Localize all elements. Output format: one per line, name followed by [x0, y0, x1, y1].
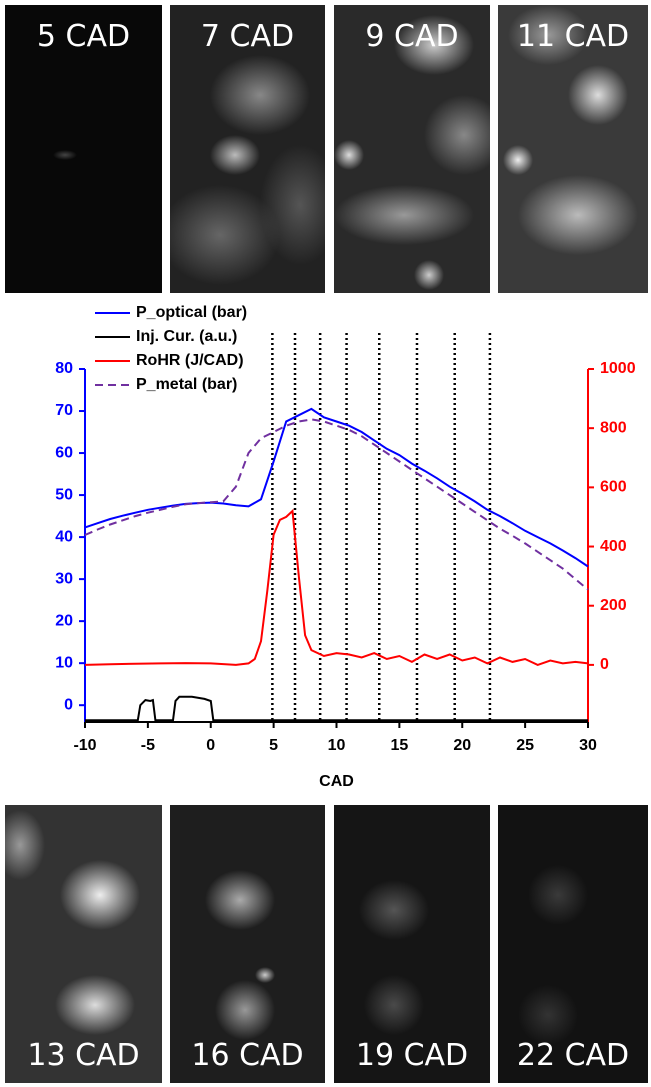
y-tick-label: 70 [55, 402, 73, 419]
image-panel: 5 CAD [5, 5, 162, 293]
series-line [84, 508, 589, 666]
x-tick-label: 10 [328, 737, 346, 754]
image-panel: 9 CAD [334, 5, 490, 293]
legend-label: P_metal (bar) [136, 376, 237, 393]
x-tick-label: 15 [390, 737, 408, 754]
image-panel: 13 CAD [5, 805, 162, 1083]
legend-label: RoHR (J/CAD) [136, 352, 244, 369]
x-tick-label: 25 [516, 737, 534, 754]
panel-label: 11 CAD [516, 19, 630, 54]
y-tick-label: 40 [55, 528, 73, 545]
x-tick-label: 0 [206, 737, 215, 754]
panel-label: 9 CAD [365, 19, 459, 54]
legend-label: P_optical (bar) [136, 304, 247, 321]
series-line [84, 418, 589, 591]
y-tick-label: 50 [55, 486, 73, 503]
y2-tick-label: 400 [600, 538, 627, 555]
y-tick-label: 60 [55, 444, 73, 461]
panel-label: 19 CAD [355, 1038, 469, 1073]
series-line [84, 407, 589, 568]
image-panel: 16 CAD [170, 805, 325, 1083]
y2-tick-label: 1000 [600, 360, 636, 377]
legend-label: Inj. Cur. (a.u.) [136, 328, 237, 345]
x-tick-label: -5 [141, 737, 155, 754]
y-tick-label: 20 [55, 612, 73, 629]
image-panel: 11 CAD [498, 5, 648, 293]
image-panel: 19 CAD [334, 805, 490, 1083]
x-tick-label: 5 [269, 737, 278, 754]
panel-label: 22 CAD [516, 1038, 630, 1073]
panel-label: 16 CAD [191, 1038, 304, 1073]
image-panel: 22 CAD [498, 805, 648, 1083]
panel-label: 13 CAD [27, 1038, 140, 1073]
x-axis-label: CAD [319, 773, 354, 790]
y-tick-label: 0 [64, 696, 73, 713]
x-tick-label: -10 [73, 737, 96, 754]
y-tick-label: 80 [55, 360, 73, 377]
y2-tick-label: 600 [600, 479, 627, 496]
x-tick-label: 30 [579, 737, 597, 754]
x-tick-label: 20 [453, 737, 471, 754]
image-panel: 7 CAD [170, 5, 325, 293]
y2-tick-label: 0 [600, 656, 609, 673]
panel-label: 7 CAD [200, 19, 295, 54]
y-tick-label: 30 [55, 570, 73, 587]
panel-label: 5 CAD [36, 19, 131, 54]
y-tick-label: 10 [55, 654, 73, 671]
y2-tick-label: 200 [600, 597, 627, 614]
series-line [85, 695, 588, 722]
y2-tick-label: 800 [600, 419, 627, 436]
